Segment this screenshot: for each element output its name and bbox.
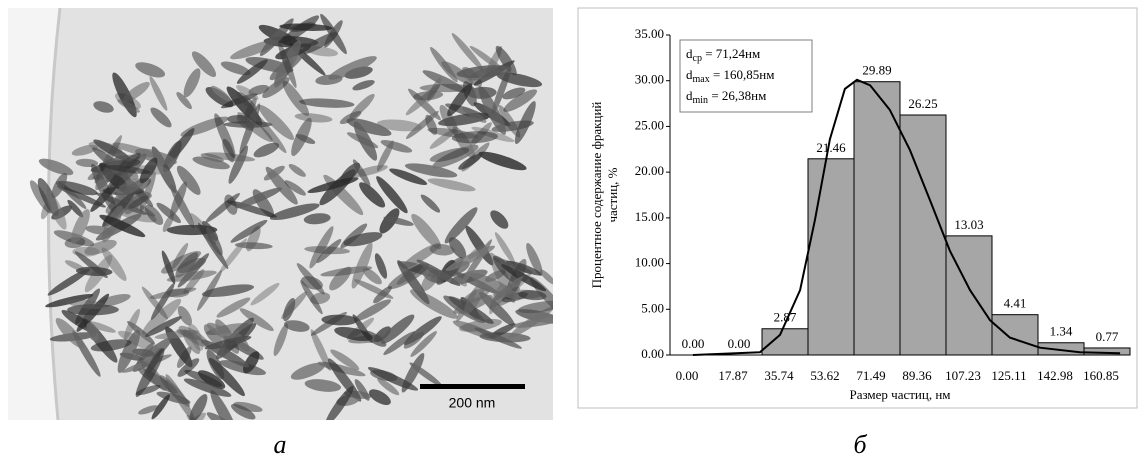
value-label: 1.34 (1050, 324, 1073, 339)
bar (1084, 348, 1130, 355)
x-tick-label: 160.85 (1083, 368, 1119, 383)
value-label: 0.00 (728, 336, 751, 351)
y-axis-title: Процентное содержание фракций (589, 102, 604, 289)
annotation-subscript: min (693, 95, 709, 106)
y-tick-label: 35.00 (635, 26, 664, 41)
x-tick-label: 125.11 (991, 368, 1026, 383)
y-tick-label: 5.00 (641, 300, 664, 315)
bar (946, 236, 992, 355)
x-tick-label: 0.00 (676, 368, 699, 383)
value-label: 0.77 (1096, 329, 1119, 344)
scale-bar (420, 384, 525, 389)
x-tick-label: 89.36 (902, 368, 932, 383)
value-label: 13.03 (954, 217, 983, 232)
caption: а (274, 430, 287, 459)
y-tick-label: 15.00 (635, 209, 664, 224)
x-tick-label: 17.87 (718, 368, 748, 383)
x-tick-label: 107.23 (945, 368, 981, 383)
annotation-text: = 26,38нм (708, 88, 766, 103)
y-tick-label: 20.00 (635, 163, 664, 178)
bar (854, 82, 900, 355)
bar (900, 115, 946, 355)
value-label: 26.25 (908, 96, 937, 111)
annotation-subscript: ср (693, 53, 702, 64)
page: 200 nm а Процентное содержание фракций ч… (0, 0, 1144, 464)
value-label: 29.89 (862, 63, 891, 78)
x-tick-label: 71.49 (856, 368, 885, 383)
y-tick-label: 0.00 (641, 346, 664, 361)
value-label: 0.00 (682, 336, 705, 351)
annotation-subscript: max (693, 74, 710, 85)
scale-bar-label: 200 nm (449, 395, 496, 411)
x-tick-label: 53.62 (810, 368, 839, 383)
bar (762, 329, 808, 355)
y-tick-label: 25.00 (635, 117, 664, 132)
y-tick-label: 30.00 (635, 72, 664, 87)
y-tick-label: 10.00 (635, 255, 664, 270)
bar (992, 315, 1038, 355)
nanorod (199, 419, 230, 445)
value-label: 21.46 (816, 140, 846, 155)
micrograph (8, 8, 569, 457)
figure: 200 nm а Процентное содержание фракций ч… (0, 0, 1144, 464)
x-tick-label: 35.74 (764, 368, 794, 383)
bar (808, 159, 854, 355)
annotation-text: = 160,85нм (710, 67, 775, 82)
x-tick-label: 142.98 (1037, 368, 1073, 383)
value-label: 4.41 (1004, 296, 1027, 311)
y-axis-title: частиц, % (605, 167, 620, 222)
annotation-text: = 71,24нм (702, 46, 760, 61)
caption: б (853, 430, 867, 459)
x-axis-title: Размер частиц, нм (849, 387, 950, 402)
